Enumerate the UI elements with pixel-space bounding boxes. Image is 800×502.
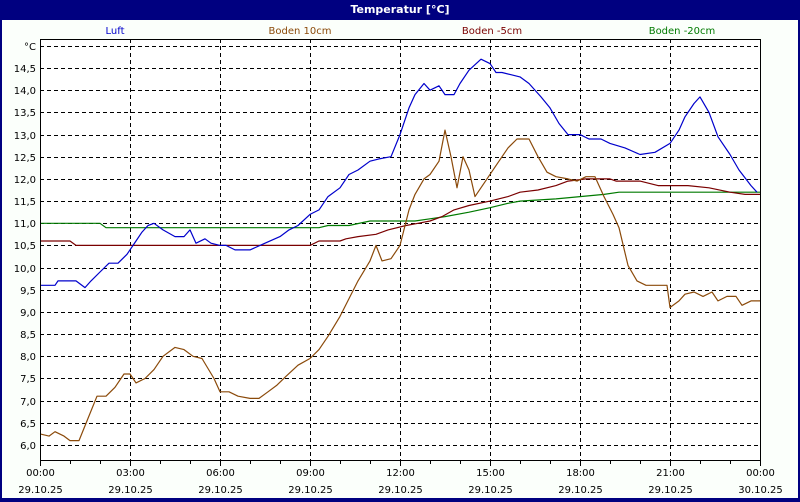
y-axis-unit: °C: [24, 42, 36, 53]
y-tick-label: 6,5: [20, 419, 36, 430]
x-tick-date: 29.10.25: [378, 485, 423, 496]
y-tick-label: 9,0: [20, 308, 36, 319]
y-tick-label: 7,5: [20, 374, 36, 385]
y-tick-label: 7,0: [20, 397, 36, 408]
y-tick-label: 13,0: [14, 131, 36, 142]
chart-canvas: °C 14,5 14,0 13,5 13,0 12,5 12,0 11,5 11,0 10,5 10…: [2, 20, 798, 498]
x-tick-time: 18:00: [566, 468, 595, 479]
y-tick-label: 14,5: [14, 64, 36, 75]
x-tick-date: 29.10.25: [558, 485, 603, 496]
y-tick-label: 11,0: [14, 219, 36, 230]
y-tick-label: 12,0: [14, 175, 36, 186]
x-tick-time: 03:00: [116, 468, 145, 479]
x-tick-time: 21:00: [656, 468, 685, 479]
x-tick-date: 29.10.25: [198, 485, 243, 496]
x-tick-time: 06:00: [206, 468, 235, 479]
x-tick-time: 09:00: [296, 468, 325, 479]
y-tick-label: 11,5: [14, 197, 36, 208]
y-tick-label: 6,0: [20, 441, 36, 452]
y-tick-label: 10,5: [14, 241, 36, 252]
y-tick-label: 9,5: [20, 286, 36, 297]
y-tick-label: 8,5: [20, 330, 36, 341]
legend-item-boden-10cm: Boden 10cm: [269, 26, 332, 37]
series-line-luft: [40, 58, 758, 289]
y-tick-label: 10,0: [14, 264, 36, 275]
temperature-chart: °C 14,5 14,0 13,5 13,0 12,5 12,0 11,5 11,0 10,5 10…: [14, 26, 783, 496]
x-tick-time: 15:00: [476, 468, 505, 479]
x-tick-date: 29.10.25: [18, 485, 63, 496]
y-tick-label: 13,5: [14, 108, 36, 119]
x-tick-date: 29.10.25: [468, 485, 513, 496]
series-line-boden-5cm: [40, 178, 760, 246]
legend-item-boden-5cm: Boden -5cm: [462, 26, 522, 37]
series-line-boden-10cm: [40, 129, 760, 442]
x-tick-date: 29.10.25: [288, 485, 333, 496]
y-tick-label: 12,5: [14, 153, 36, 164]
y-tick-label: 14,0: [14, 86, 36, 97]
x-tick-time: 00:00: [26, 468, 55, 479]
legend-item-luft: Luft: [106, 26, 125, 37]
x-tick-time: 00:00: [746, 468, 775, 479]
x-tick-date: 30.10.25: [738, 485, 783, 496]
x-tick-time: 12:00: [386, 468, 415, 479]
x-tick-date: 29.10.25: [108, 485, 153, 496]
chart-title: Temperatur [°C]: [0, 0, 800, 20]
legend-item-boden-20cm: Boden -20cm: [649, 26, 716, 37]
x-tick-date: 29.10.25: [648, 485, 693, 496]
y-tick-label: 8,0: [20, 352, 36, 363]
